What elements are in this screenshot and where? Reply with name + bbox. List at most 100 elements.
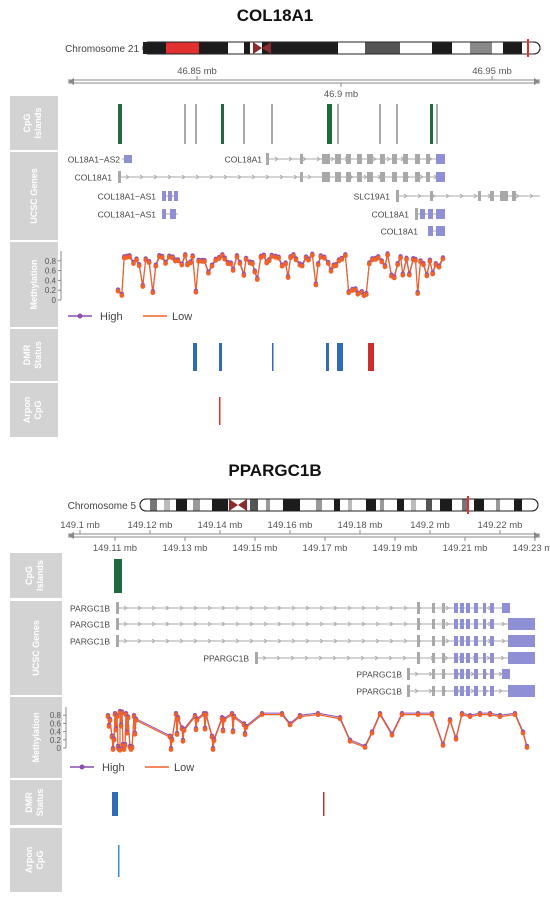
strand-arrow [167, 174, 172, 180]
methylation-point-low [196, 258, 202, 264]
gene-exon [478, 191, 481, 201]
gene-exon [460, 636, 464, 646]
strand-arrow [151, 638, 156, 644]
strand-arrow [274, 156, 279, 162]
methylation-point-low [406, 272, 412, 278]
gene-exon [508, 618, 535, 630]
track-label: CpG [33, 401, 43, 420]
methylation-point-low [467, 714, 473, 720]
methylation-low-line [107, 712, 528, 752]
chromosome-band [411, 499, 416, 511]
methylation-tick-label: 0.4 [50, 728, 62, 737]
cpg-island [337, 104, 339, 144]
strand-arrow [414, 688, 419, 694]
methylation-point-low [228, 261, 234, 267]
strand-arrow [304, 655, 309, 661]
methylation-point-low [512, 712, 518, 718]
gene-exon [392, 172, 397, 182]
chromosome-band [397, 499, 404, 511]
axis-tick-label: 149.2 mb [410, 520, 450, 531]
methylation-point-low [121, 747, 127, 752]
methylation-point-low [404, 256, 409, 262]
gene-exon [420, 209, 425, 219]
gene-exon [460, 653, 464, 663]
strand-arrow [263, 638, 268, 644]
gene-exon [367, 172, 373, 182]
gene-exon [442, 686, 445, 696]
gene-exon [454, 619, 458, 629]
gene-exon [442, 669, 445, 679]
methylation-point-low [440, 256, 446, 262]
methylation-point-low [180, 738, 186, 744]
methylation-tick-label: 0 [57, 744, 62, 753]
strand-arrow [288, 156, 293, 162]
gene-exon [454, 669, 458, 679]
gene-exon [490, 686, 494, 696]
methylation-point-low [379, 259, 385, 265]
gene-exon [403, 172, 408, 182]
methylation-point-low [230, 268, 236, 273]
track-label-box [10, 780, 62, 825]
methylation-point-low [193, 727, 199, 733]
strand-arrow [375, 605, 380, 611]
panel-title-ppargc1b: PPARGC1B [228, 461, 322, 480]
methylation-point-low [415, 712, 421, 718]
gene-exon [417, 652, 420, 664]
strand-arrow [332, 655, 337, 661]
methylation-point-low [250, 261, 255, 267]
methylation-point-low [136, 263, 142, 269]
gene-exon [442, 603, 445, 613]
arpon-cpg-bar [219, 397, 221, 425]
gene-exon [174, 191, 178, 201]
methylation-point-low [306, 257, 311, 263]
gene-exon [168, 191, 172, 201]
gene-exon [417, 618, 420, 630]
chromosome-band [176, 499, 187, 511]
chromosome-band [164, 499, 170, 511]
strand-arrow [333, 621, 338, 627]
dmr-bar [219, 343, 222, 371]
methylation-point-low [346, 290, 352, 296]
methylation-point-low [243, 725, 249, 730]
methylation-point-low [146, 260, 152, 266]
gene-label: OL18A1−AS2 [68, 155, 120, 165]
strand-arrow [181, 174, 186, 180]
gene-exon [490, 653, 494, 663]
methylation-point-low [328, 268, 334, 274]
gene-exon [417, 602, 420, 614]
strand-arrow [330, 156, 335, 162]
gene-exon [432, 619, 435, 629]
methylation-point-low [325, 261, 331, 267]
track-label: Islands [33, 107, 43, 138]
gene-exon [442, 619, 445, 629]
methylation-point-low [125, 715, 131, 721]
track-label-box [10, 553, 62, 598]
strand-arrow [179, 638, 184, 644]
gene-label: SLC19A1 [354, 192, 391, 202]
methylation-point-low [124, 730, 130, 736]
strand-arrow [265, 174, 270, 180]
strand-arrow [193, 605, 198, 611]
strand-arrow [153, 174, 158, 180]
methylation-point-low [395, 262, 401, 268]
gene-exon [407, 668, 410, 680]
gene-label: PPARGC1B [356, 687, 402, 697]
strand-arrow [444, 655, 449, 661]
strand-arrow [276, 655, 281, 661]
track-label-box [10, 828, 62, 892]
methylation-point-low [243, 257, 249, 262]
chromosome-band [283, 499, 300, 511]
gene-exon [436, 226, 445, 236]
dmr-bar [112, 792, 118, 816]
strand-arrow [389, 638, 394, 644]
strand-arrow [207, 605, 212, 611]
gene-exon [436, 209, 445, 219]
strand-arrow [125, 174, 130, 180]
methylation-point-low [230, 729, 236, 735]
axis-arrow [68, 78, 74, 85]
gene-exon [483, 603, 486, 613]
gene-exon [474, 686, 478, 696]
gene-exon [483, 619, 486, 629]
gene-exon [502, 603, 510, 613]
methylation-point-low [477, 712, 483, 718]
